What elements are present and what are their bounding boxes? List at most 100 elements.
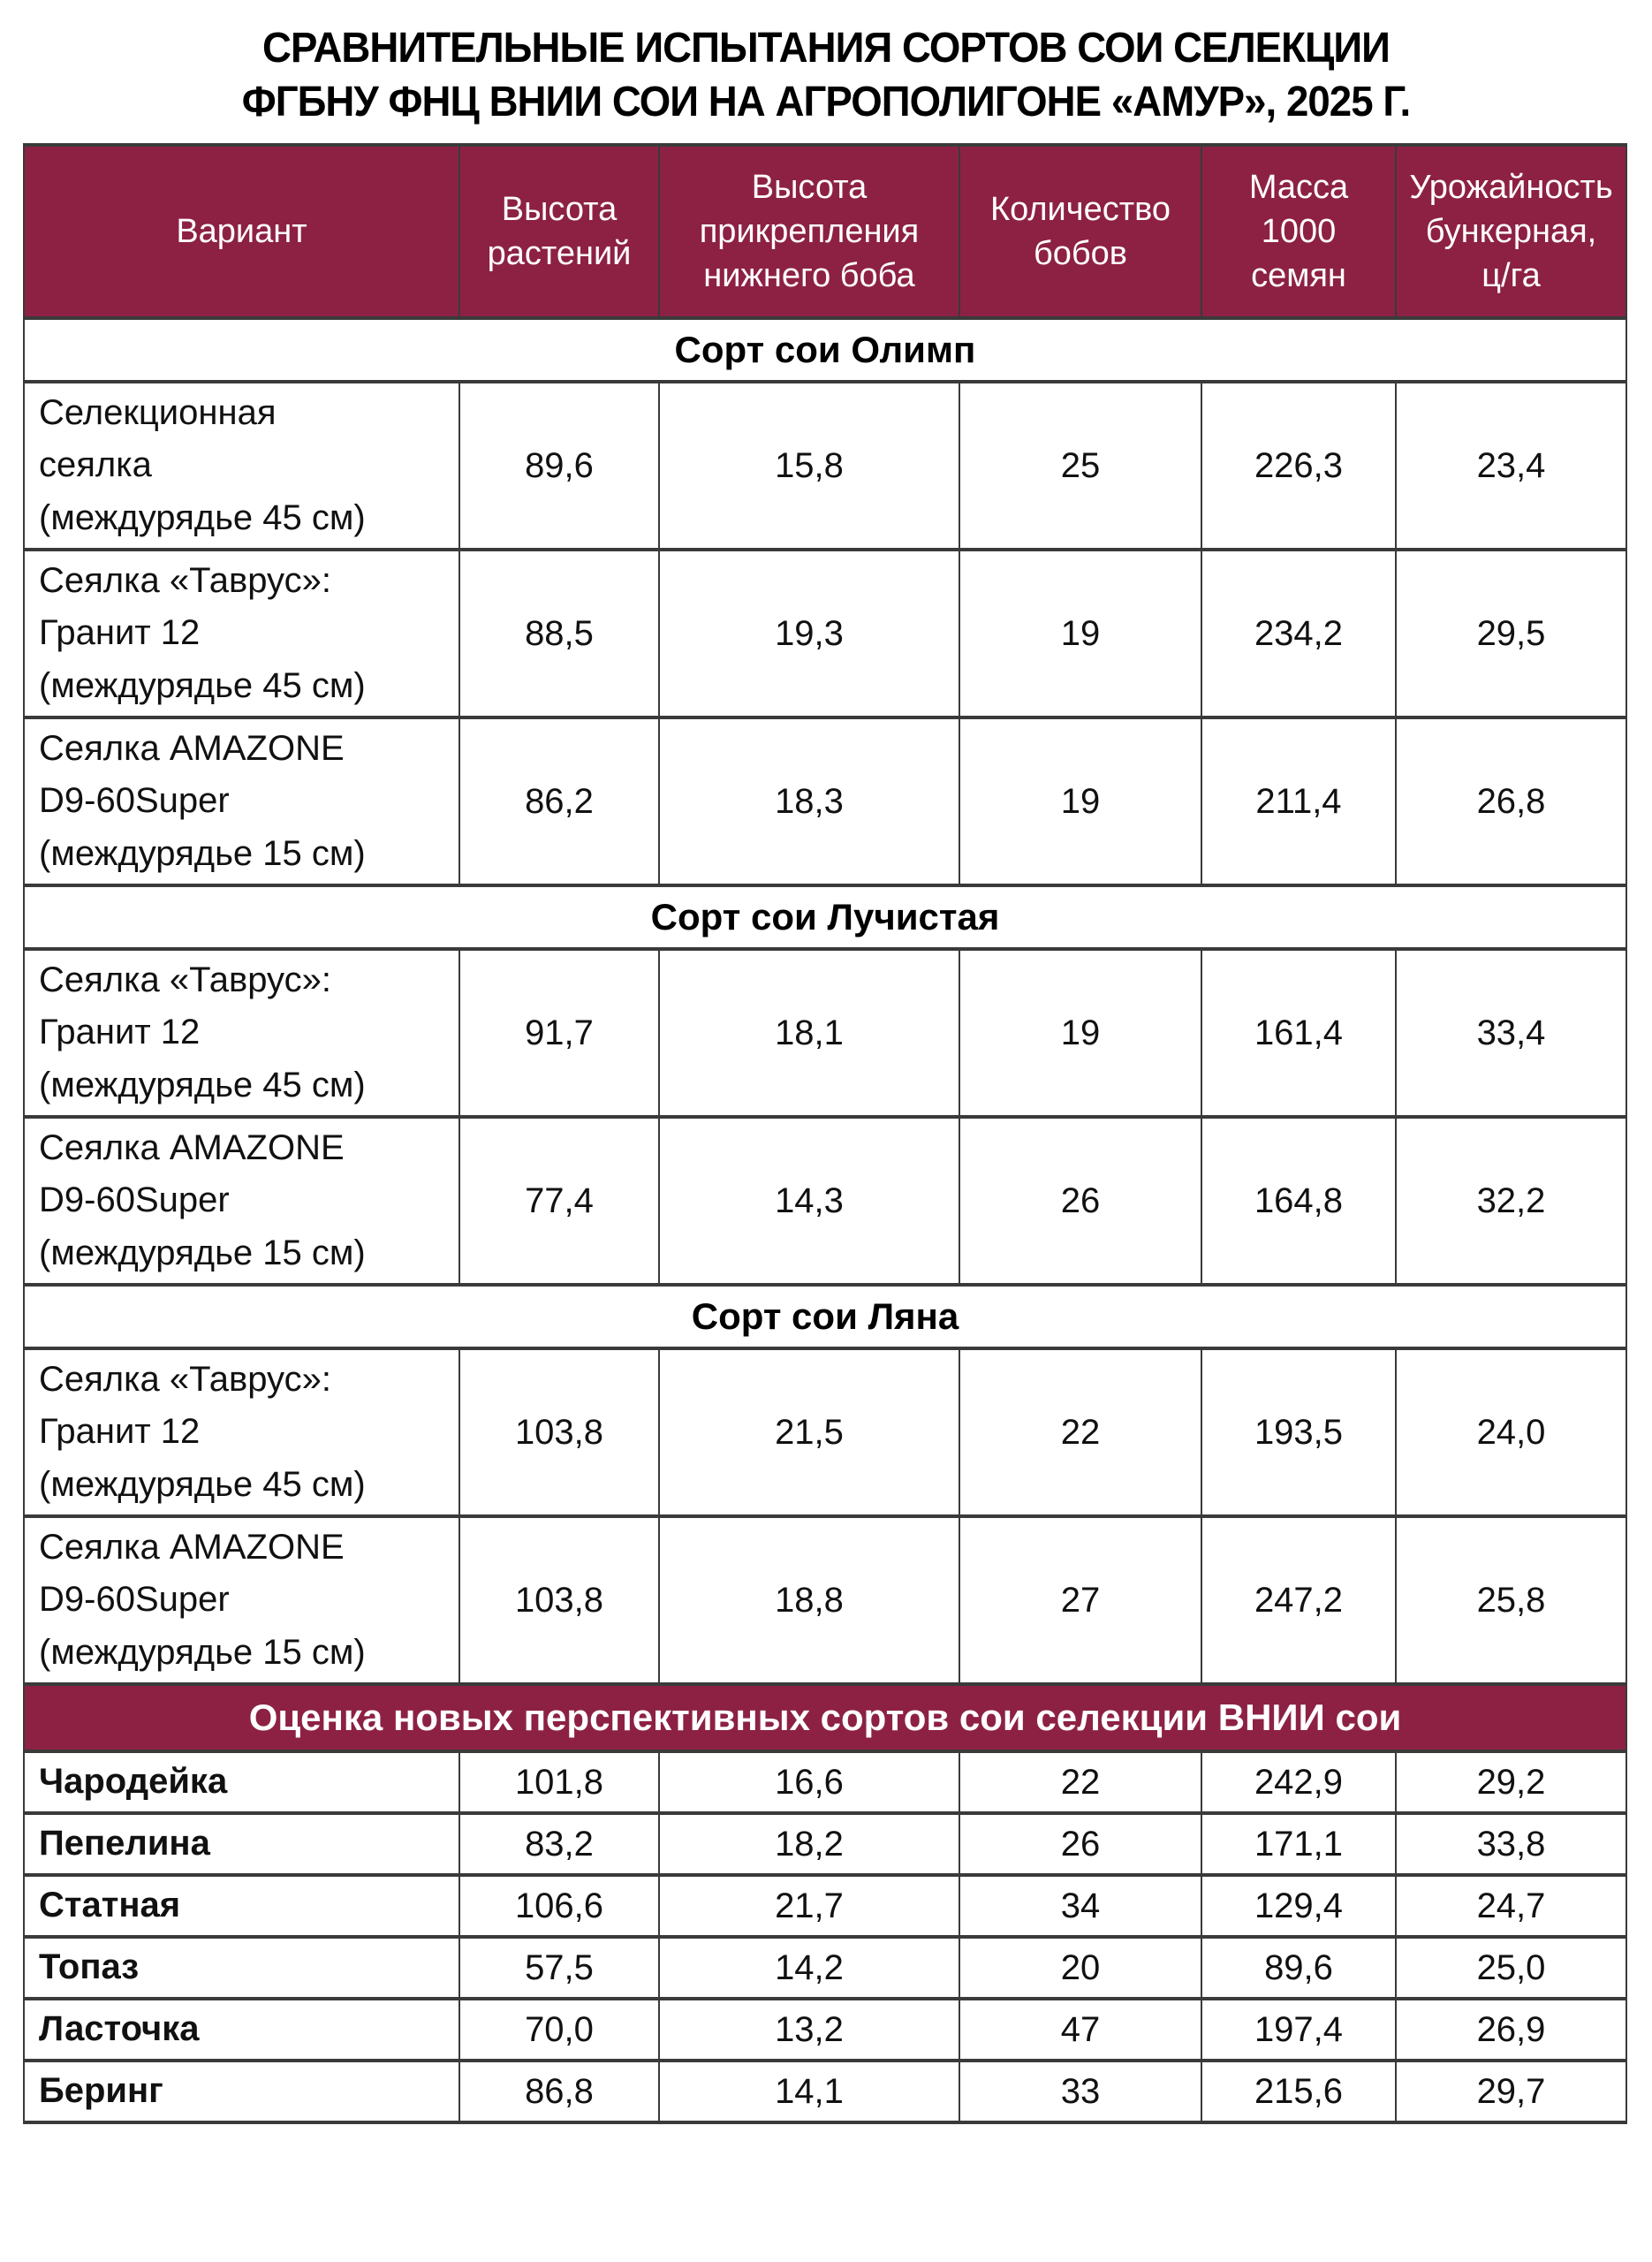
value-cell: 129,4: [1201, 1873, 1397, 1939]
value-cell: 16,6: [658, 1750, 960, 1815]
table-row: Статная 106,6 21,7 34 129,4 24,7: [23, 1873, 1627, 1939]
column-header-yield: Урожайность бункерная, ц/га: [1395, 143, 1627, 320]
table-row: Сеялка «Таврус»: Гранит 12 (междурядье 4…: [23, 1347, 1627, 1518]
value-cell: 26: [959, 1115, 1202, 1287]
section-row-promo: Оценка новых перспективных сортов сои се…: [23, 1682, 1627, 1753]
page-title: СРАВНИТЕЛЬНЫЕ ИСПЫТАНИЯ СОРТОВ СОИ СЕЛЕК…: [0, 21, 1652, 130]
variant-cell: Сеялка «Таврус»: Гранит 12 (междурядье 4…: [23, 1347, 460, 1518]
value-cell: 25,0: [1395, 1935, 1627, 2000]
value-cell: 18,3: [658, 716, 960, 887]
variant-cell: Сеялка «Таврус»: Гранит 12 (междурядье 4…: [23, 947, 460, 1119]
table-row: Пепелина 83,2 18,2 26 171,1 33,8: [23, 1811, 1627, 1877]
value-cell: 26: [959, 1811, 1202, 1877]
value-cell: 32,2: [1395, 1115, 1627, 1287]
section-row-olimp: Сорт сои Олимп: [23, 316, 1627, 383]
value-cell: 15,8: [658, 380, 960, 551]
table-row: Сеялка AMAZONE D9-60Super (междурядье 15…: [23, 716, 1627, 887]
section-row-lyana: Сорт сои Ляна: [23, 1283, 1627, 1350]
variant-cell: Сеялка AMAZONE D9-60Super (междурядье 15…: [23, 1514, 460, 1686]
section-header-lyana: Сорт сои Ляна: [23, 1283, 1627, 1350]
value-cell: 20: [959, 1935, 1202, 2000]
section-header-olimp: Сорт сои Олимп: [23, 316, 1627, 383]
value-cell: 197,4: [1201, 1997, 1397, 2062]
value-cell: 14,1: [658, 2059, 960, 2124]
column-header-bean-count: Количество бобов: [959, 143, 1202, 320]
value-cell: 211,4: [1201, 716, 1397, 887]
table-row: Сеялка AMAZONE D9-60Super (междурядье 15…: [23, 1115, 1627, 1287]
value-cell: 103,8: [458, 1347, 660, 1518]
value-cell: 25: [959, 380, 1202, 551]
value-cell: 89,6: [1201, 1935, 1397, 2000]
value-cell: 29,2: [1395, 1750, 1627, 1815]
value-cell: 14,3: [658, 1115, 960, 1287]
column-header-seed-mass: Масса 1000 семян: [1201, 143, 1397, 320]
value-cell: 18,2: [658, 1811, 960, 1877]
value-cell: 193,5: [1201, 1347, 1397, 1518]
comparison-table: Вариант Высота растений Высота прикрепле…: [23, 143, 1627, 2124]
value-cell: 25,8: [1395, 1514, 1627, 1686]
value-cell: 24,7: [1395, 1873, 1627, 1939]
value-cell: 33: [959, 2059, 1202, 2124]
column-header-variant: Вариант: [23, 143, 460, 320]
variant-cell: Статная: [23, 1873, 460, 1939]
table-row: Чародейка 101,8 16,6 22 242,9 29,2: [23, 1750, 1627, 1815]
value-cell: 26,8: [1395, 716, 1627, 887]
table-row: Сеялка AMAZONE D9-60Super (междурядье 15…: [23, 1514, 1627, 1686]
column-header-lower-bean-height: Высота прикрепления нижнего боба: [658, 143, 960, 320]
table-row: Беринг 86,8 14,1 33 215,6 29,7: [23, 2059, 1627, 2124]
value-cell: 77,4: [458, 1115, 660, 1287]
value-cell: 171,1: [1201, 1811, 1397, 1877]
value-cell: 161,4: [1201, 947, 1397, 1119]
value-cell: 91,7: [458, 947, 660, 1119]
value-cell: 164,8: [1201, 1115, 1397, 1287]
value-cell: 29,5: [1395, 548, 1627, 719]
table-row: Ласточка 70,0 13,2 47 197,4 26,9: [23, 1997, 1627, 2062]
variant-cell: Сеялка AMAZONE D9-60Super (междурядье 15…: [23, 716, 460, 887]
value-cell: 101,8: [458, 1750, 660, 1815]
value-cell: 83,2: [458, 1811, 660, 1877]
table-row: Сеялка «Таврус»: Гранит 12 (междурядье 4…: [23, 947, 1627, 1119]
value-cell: 247,2: [1201, 1514, 1397, 1686]
value-cell: 89,6: [458, 380, 660, 551]
value-cell: 18,1: [658, 947, 960, 1119]
value-cell: 29,7: [1395, 2059, 1627, 2124]
value-cell: 47: [959, 1997, 1202, 2062]
value-cell: 21,7: [658, 1873, 960, 1939]
section-header-new-varieties: Оценка новых перспективных сортов сои се…: [23, 1682, 1627, 1753]
value-cell: 21,5: [658, 1347, 960, 1518]
variant-cell: Беринг: [23, 2059, 460, 2124]
table-row: Топаз 57,5 14,2 20 89,6 25,0: [23, 1935, 1627, 2000]
table-row: Селекционная сеялка (междурядье 45 см) 8…: [23, 380, 1627, 551]
value-cell: 22: [959, 1750, 1202, 1815]
value-cell: 215,6: [1201, 2059, 1397, 2124]
value-cell: 242,9: [1201, 1750, 1397, 1815]
variant-cell: Сеялка «Таврус»: Гранит 12 (междурядье 4…: [23, 548, 460, 719]
value-cell: 106,6: [458, 1873, 660, 1939]
variant-cell: Селекционная сеялка (междурядье 45 см): [23, 380, 460, 551]
section-row-luchistaya: Сорт сои Лучистая: [23, 884, 1627, 951]
value-cell: 27: [959, 1514, 1202, 1686]
value-cell: 234,2: [1201, 548, 1397, 719]
value-cell: 22: [959, 1347, 1202, 1518]
value-cell: 23,4: [1395, 380, 1627, 551]
variant-cell: Топаз: [23, 1935, 460, 2000]
value-cell: 226,3: [1201, 380, 1397, 551]
value-cell: 88,5: [458, 548, 660, 719]
value-cell: 13,2: [658, 1997, 960, 2062]
table-header-row: Вариант Высота растений Высота прикрепле…: [23, 143, 1627, 320]
value-cell: 24,0: [1395, 1347, 1627, 1518]
value-cell: 34: [959, 1873, 1202, 1939]
value-cell: 86,2: [458, 716, 660, 887]
value-cell: 70,0: [458, 1997, 660, 2062]
value-cell: 33,8: [1395, 1811, 1627, 1877]
value-cell: 19,3: [658, 548, 960, 719]
value-cell: 19: [959, 947, 1202, 1119]
value-cell: 86,8: [458, 2059, 660, 2124]
table-row: Сеялка «Таврус»: Гранит 12 (междурядье 4…: [23, 548, 1627, 719]
value-cell: 19: [959, 548, 1202, 719]
page-title-line-1: СРАВНИТЕЛЬНЫЕ ИСПЫТАНИЯ СОРТОВ СОИ СЕЛЕК…: [262, 25, 1391, 72]
column-header-plant-height: Высота растений: [458, 143, 660, 320]
value-cell: 19: [959, 716, 1202, 887]
variant-cell: Ласточка: [23, 1997, 460, 2062]
